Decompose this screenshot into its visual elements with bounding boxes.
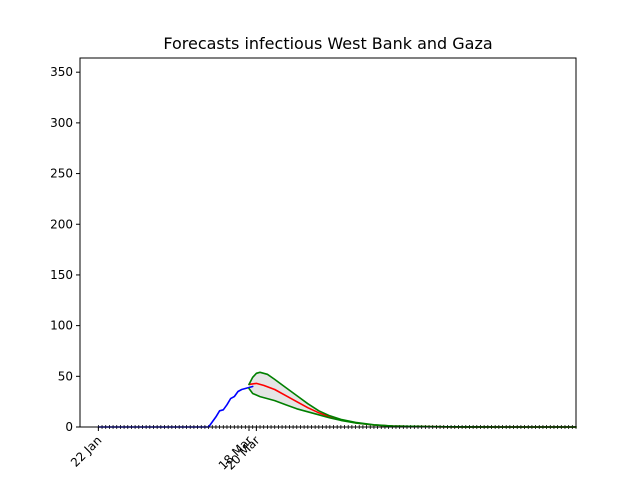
y-tick-label: 0	[65, 420, 73, 434]
y-tick-label: 50	[58, 369, 73, 383]
forecast-band	[249, 372, 576, 427]
plot-frame	[79, 57, 577, 428]
y-tick-label: 300	[50, 116, 73, 130]
x-tick-label: 22 Jan	[68, 433, 104, 469]
y-tick-label: 200	[50, 217, 73, 231]
y-tick-label: 150	[50, 268, 73, 282]
y-tick-label: 250	[50, 167, 73, 181]
chart-title: Forecasts infectious West Bank and Gaza	[163, 34, 492, 53]
y-axis: 0 50 100 150 200 250 300 350	[50, 65, 80, 434]
series-line-observed	[97, 385, 254, 428]
series-layer	[97, 371, 577, 428]
y-tick-label: 100	[50, 319, 73, 333]
y-tick-label: 350	[50, 65, 73, 79]
